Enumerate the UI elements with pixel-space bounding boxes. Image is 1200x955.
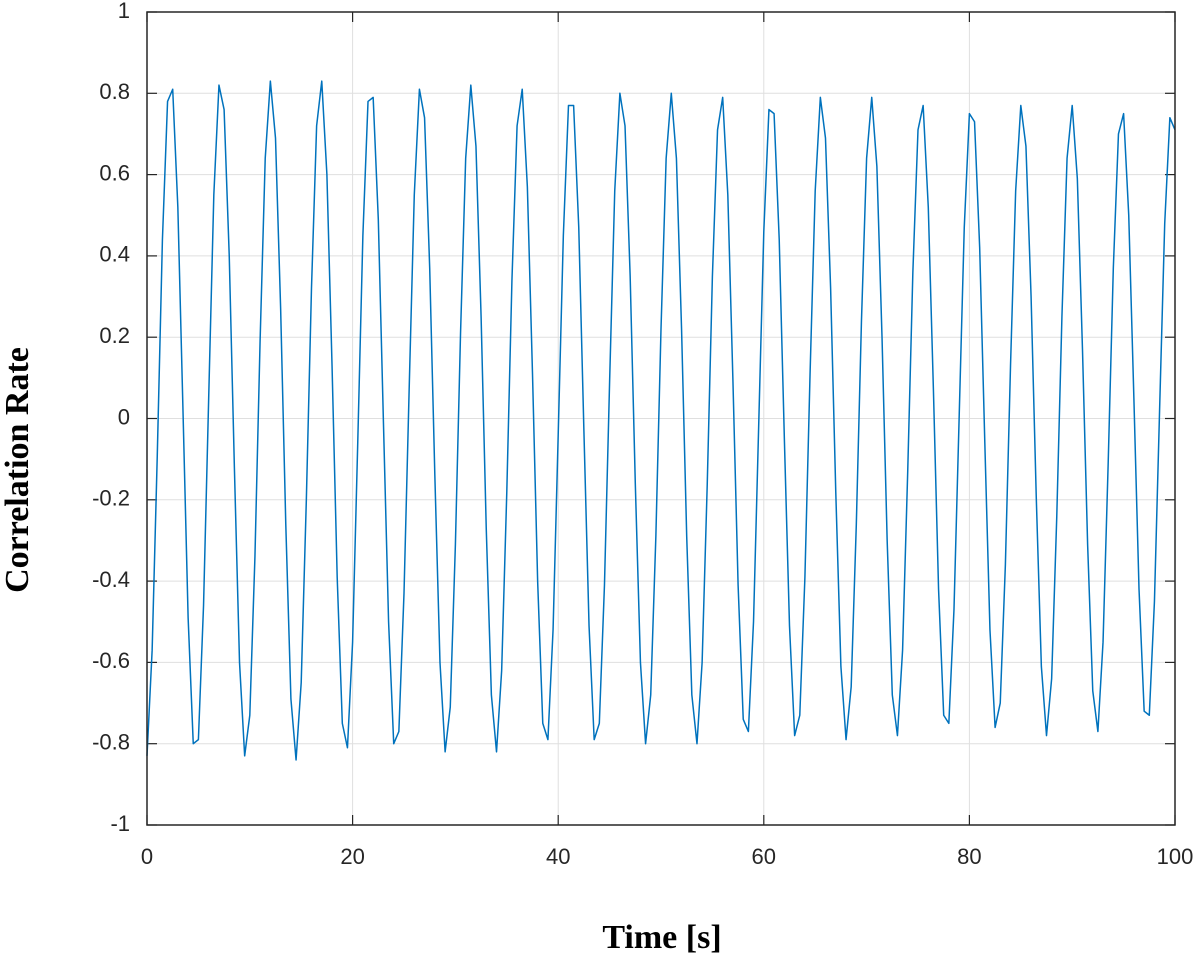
y-tick-label: -0.2 (92, 486, 130, 511)
x-tick-label: 0 (141, 844, 153, 869)
y-tick-label: 0.2 (99, 323, 130, 348)
y-tick-label: 1 (118, 0, 130, 23)
x-tick-label: 40 (546, 844, 570, 869)
y-axis-label: Correlation Rate (0, 347, 36, 593)
y-tick-label: -0.8 (92, 730, 130, 755)
y-tick-label: 0.8 (99, 79, 130, 104)
y-tick-label: 0 (118, 404, 130, 429)
y-tick-label: -0.6 (92, 648, 130, 673)
y-tick-label: -0.4 (92, 567, 130, 592)
x-tick-label: 20 (340, 844, 364, 869)
y-tick-label: 0.4 (99, 242, 130, 267)
data-line (146, 80, 1176, 761)
y-tick-label: -1 (110, 811, 130, 836)
x-tick-label: 100 (1157, 844, 1194, 869)
y-tick-label: 0.6 (99, 160, 130, 185)
x-tick-label: 60 (752, 844, 776, 869)
plot-frame (146, 11, 1176, 826)
x-axis-label: Time [s] (602, 919, 721, 955)
x-tick-label: 80 (957, 844, 981, 869)
